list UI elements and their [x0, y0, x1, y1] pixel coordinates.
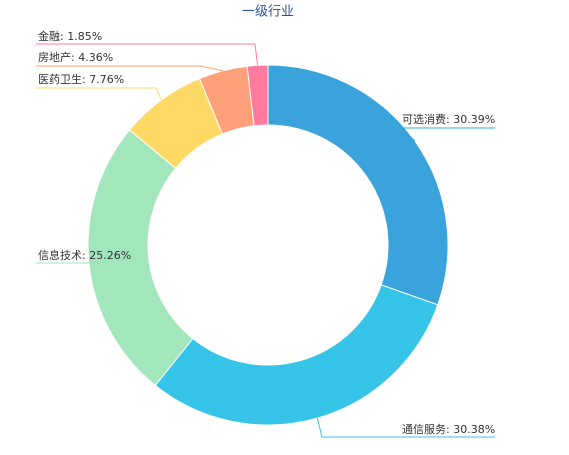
leader-line [36, 43, 259, 66]
leader-line [398, 127, 496, 142]
slice-label: 金融: 1.85% [38, 29, 102, 43]
slice-label: 可选消费: 30.39% [402, 112, 495, 126]
slice [154, 284, 439, 426]
chart-title: 一级行业 [242, 5, 294, 20]
slice-label: 信息技术: 25.26% [38, 248, 131, 262]
slice [87, 129, 194, 387]
slice [246, 64, 269, 127]
leader-line [36, 65, 224, 72]
slice [267, 64, 449, 306]
slice-label: 房地产: 4.36% [38, 50, 113, 64]
leader-line [316, 417, 496, 438]
slice-label: 通信服务: 30.38% [402, 423, 495, 436]
slice-label: 医药卫生: 7.76% [38, 72, 124, 86]
leader-line [36, 87, 162, 101]
